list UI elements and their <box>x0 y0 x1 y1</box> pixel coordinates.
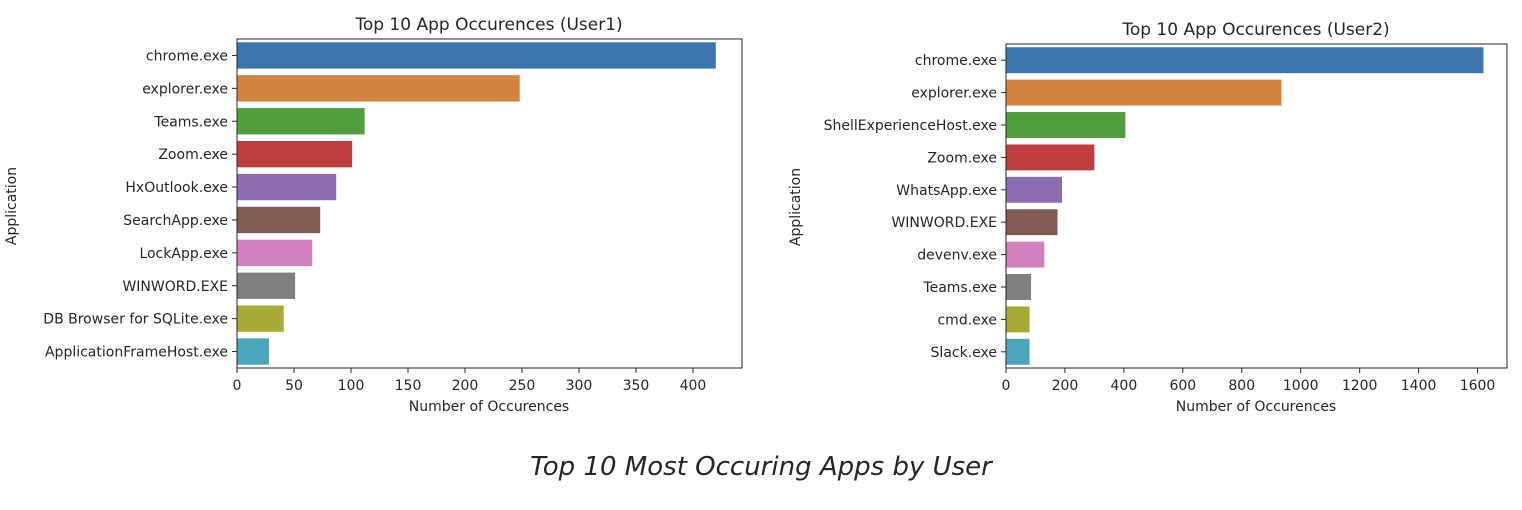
y-tick-label: Teams.exe <box>153 114 228 130</box>
y-tick-label: cmd.exe <box>937 312 997 328</box>
x-ticks: 0 200 400 600 800 1000 1200 1400 1600 <box>1002 368 1496 394</box>
bar <box>237 173 337 201</box>
bar <box>1006 47 1484 74</box>
chart-title: Top 10 App Occurences (User1) <box>354 15 622 35</box>
chart-user2: Top 10 App Occurences (User2) Applicatio… <box>788 20 1508 415</box>
x-tick-label: 200 <box>452 378 479 394</box>
bar <box>237 272 296 299</box>
y-tick-label: WINWORD.EXE <box>122 279 228 295</box>
y-tick-label: SearchApp.exe <box>123 213 228 229</box>
bar <box>1006 209 1058 236</box>
x-tick-label: 1400 <box>1401 378 1437 394</box>
bar <box>237 338 269 365</box>
bar <box>237 75 520 102</box>
x-tick-label: 1000 <box>1283 378 1319 394</box>
y-tick-label: WhatsApp.exe <box>896 183 997 199</box>
bar <box>1006 144 1095 171</box>
y-tick-label: explorer.exe <box>911 86 997 102</box>
bar <box>1006 112 1126 138</box>
x-tick-label: 400 <box>1111 378 1138 394</box>
bar <box>237 305 284 332</box>
bar <box>237 42 716 69</box>
bar <box>1006 79 1282 106</box>
x-tick-label: 50 <box>285 378 303 394</box>
y-tick-label: chrome.exe <box>146 48 228 64</box>
x-tick-label: 0 <box>233 378 242 394</box>
x-tick-label: 100 <box>338 378 365 394</box>
y-axis-label: Application <box>4 167 20 245</box>
chart-title: Top 10 App Occurences (User2) <box>1121 20 1389 40</box>
x-tick-label: 600 <box>1169 378 1196 394</box>
y-tick-label: explorer.exe <box>142 81 228 97</box>
x-tick-label: 400 <box>680 378 707 394</box>
y-tick-label: ApplicationFrameHost.exe <box>45 345 228 361</box>
bars <box>237 42 716 365</box>
x-tick-label: 800 <box>1228 378 1255 394</box>
x-tick-label: 250 <box>509 378 536 394</box>
x-tick-label: 350 <box>623 378 650 394</box>
plot-frame <box>236 38 743 369</box>
y-axis-label: Application <box>788 168 804 246</box>
bar <box>1006 274 1032 300</box>
bars <box>1006 47 1484 365</box>
y-tick-label: ShellExperienceHost.exe <box>824 118 997 134</box>
bar <box>237 206 321 234</box>
bar <box>1006 338 1030 365</box>
bar <box>237 239 313 267</box>
figure: Top 10 App Occurences (User1) Applicatio… <box>4 15 1508 415</box>
bar <box>237 140 353 168</box>
y-tick-label: chrome.exe <box>915 53 997 69</box>
y-tick-label: Slack.exe <box>931 345 997 361</box>
y-tick-label: Zoom.exe <box>158 147 228 163</box>
bar <box>237 108 365 135</box>
plot-frame <box>1005 43 1508 369</box>
x-axis-label: Number of Occurences <box>409 399 569 415</box>
bar <box>1006 306 1030 333</box>
x-tick-label: 1200 <box>1342 378 1378 394</box>
chart-user1: Top 10 App Occurences (User1) Applicatio… <box>4 15 743 415</box>
x-tick-label: 300 <box>566 378 593 394</box>
x-axis-label: Number of Occurences <box>1176 399 1336 415</box>
figure-caption: Top 10 Most Occuring Apps by User <box>530 452 992 482</box>
x-tick-label: 1600 <box>1460 378 1496 394</box>
y-tick-label: HxOutlook.exe <box>125 180 228 196</box>
y-tick-label: WINWORD.EXE <box>891 215 997 231</box>
bar <box>1006 176 1062 203</box>
y-tick-label: DB Browser for SQLite.exe <box>43 312 228 328</box>
y-tick-labels: chrome.exe explorer.exe ShellExperienceHos… <box>824 53 1006 361</box>
y-tick-labels: chrome.exe explorer.exe Teams.exe Zoom.exe H… <box>43 48 237 361</box>
y-tick-label: LockApp.exe <box>139 246 228 262</box>
x-tick-label: 150 <box>395 378 422 394</box>
bar <box>1006 241 1045 268</box>
x-ticks: 0 50 100 150 200 250 300 350 400 <box>233 368 707 394</box>
x-tick-label: 200 <box>1052 378 1079 394</box>
x-tick-label: 0 <box>1002 378 1011 394</box>
y-tick-label: Teams.exe <box>922 280 997 296</box>
y-tick-label: Zoom.exe <box>927 150 997 166</box>
y-tick-label: devenv.exe <box>917 248 997 264</box>
